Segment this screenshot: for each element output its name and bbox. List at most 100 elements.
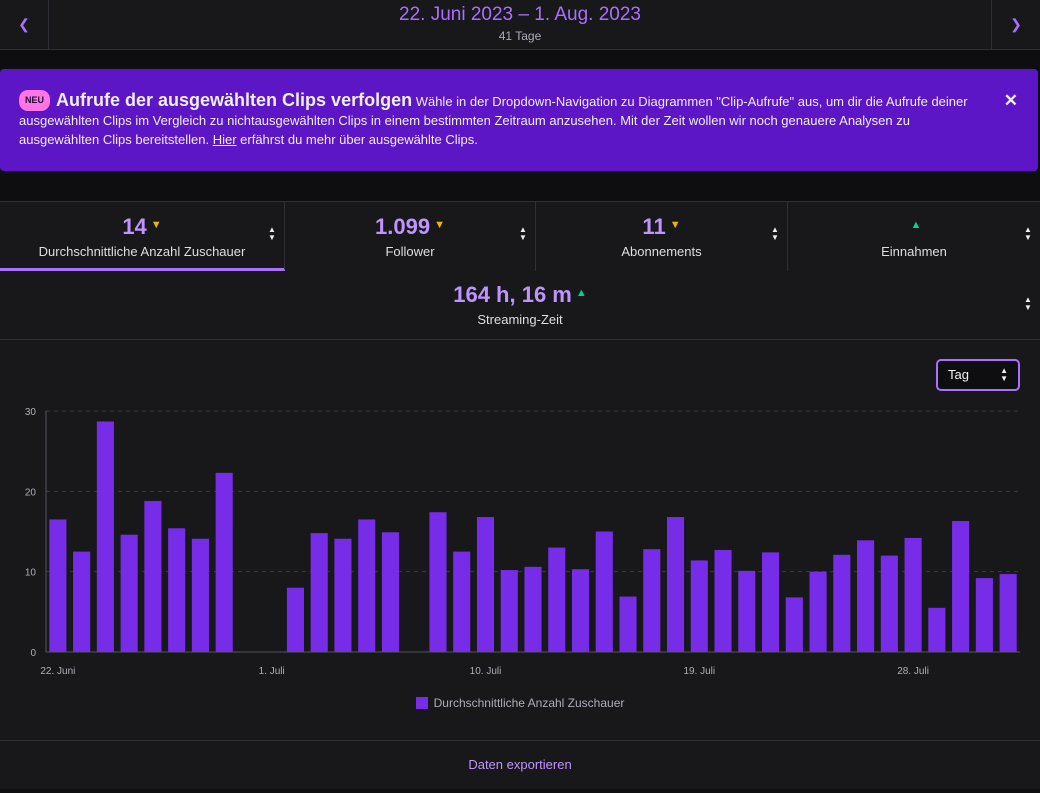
trend-down-icon: ▼ — [669, 219, 681, 231]
metric-tab-subscriptions[interactable]: 11 ▼ Abonnements ▲ ▼ — [536, 202, 788, 271]
metric-value: 1.099 — [375, 214, 431, 239]
metric-label: Durchschnittliche Anzahl Zuschauer — [38, 244, 246, 259]
close-icon: ✕ — [1003, 91, 1018, 110]
x-tick-label: 1. Juli — [259, 666, 285, 677]
x-tick-label: 19. Juli — [683, 666, 715, 677]
metric-value-wrapper: ▲ — [788, 214, 1040, 240]
sort-icon: ▲ ▼ — [519, 225, 527, 242]
chart-panel: 0 10 20 30 22. Juni 1. Juli 10. Juli 19. Juli 28… — [0, 340, 1040, 740]
bar — [358, 519, 376, 652]
bar — [619, 596, 637, 652]
metric-tab-followers[interactable]: 1.099 ▼ Follower ▲ ▼ — [285, 202, 536, 271]
bar — [762, 552, 780, 652]
x-tick-label: 28. Juli — [897, 666, 929, 677]
trend-up-icon: ▲ — [910, 219, 922, 231]
bar — [429, 512, 447, 652]
bar — [453, 551, 471, 652]
bar — [714, 549, 732, 652]
sort-icon: ▲ ▼ — [771, 225, 779, 242]
bar — [120, 534, 138, 652]
bar — [191, 538, 209, 652]
metric-tab-average-viewers[interactable]: 14 ▼ Durchschnittliche Anzahl Zuschauer ▲… — [0, 202, 285, 271]
banner-body-end: erfährst du mehr über ausgewählte Clips. — [240, 132, 478, 147]
bar — [975, 578, 993, 652]
bar — [690, 560, 708, 652]
metric-label: Streaming-Zeit — [477, 312, 563, 327]
bar — [548, 547, 566, 652]
chart-legend: Durchschnittliche Anzahl Zuschauer — [0, 696, 1040, 710]
banner-text: NEU Aufrufe der ausgewählten Clips verfol… — [19, 90, 979, 149]
trend-down-icon: ▼ — [434, 219, 445, 231]
interval-select[interactable]: Tag ▲ ▼ — [936, 359, 1020, 391]
metric-value: 14 — [122, 214, 147, 239]
legend-label: Durchschnittliche Anzahl Zuschauer — [433, 696, 625, 710]
sort-icon: ▲ ▼ — [1024, 295, 1032, 312]
info-banner: NEU Aufrufe der ausgewählten Clips verfol… — [0, 69, 1038, 171]
select-arrows-icon: ▲ ▼ — [1000, 366, 1008, 383]
bar — [476, 517, 495, 652]
bar — [96, 421, 114, 652]
bar — [904, 537, 922, 652]
bar — [928, 607, 946, 652]
metric-tab-streaming-time[interactable]: 164 h, 16 m ▲ Streaming-Zeit ▲ ▼ — [0, 271, 1040, 340]
trend-down-icon: ▼ — [150, 219, 162, 231]
metric-value-wrapper: 1.099 ▼ — [285, 214, 535, 240]
sort-icon: ▲ ▼ — [268, 225, 276, 242]
x-tick-label: 22. Juni — [40, 666, 75, 677]
bar — [643, 549, 661, 652]
next-period-button[interactable]: ❯ — [991, 0, 1040, 49]
previous-period-button[interactable]: ❮ — [0, 0, 49, 49]
metric-value-wrapper: 11 ▼ — [536, 214, 787, 240]
days-count: 41 Tage — [498, 29, 542, 43]
metric-label: Abonnements — [621, 244, 702, 259]
bar — [595, 531, 613, 652]
banner-body: Wähle in der Dropdown-Navigation zu Diag… — [19, 94, 968, 147]
close-banner-button[interactable]: ✕ — [1004, 91, 1018, 111]
bar — [666, 517, 685, 652]
bar — [500, 570, 518, 652]
bar — [857, 540, 875, 652]
metric-tab-revenue[interactable]: ▲ Einnahmen ▲ ▼ — [788, 202, 1040, 271]
bar — [286, 587, 304, 652]
bar — [144, 500, 162, 652]
bar — [310, 533, 328, 652]
new-badge: NEU — [19, 90, 51, 111]
metric-value: 11 — [642, 214, 666, 239]
bar — [880, 555, 898, 652]
chevron-left-icon: ❮ — [18, 16, 30, 32]
bar — [952, 521, 970, 652]
date-navigation-bar: ❮ 22. Juni 2023 – 1. Aug. 2023 41 Tage ❯ — [0, 0, 1040, 50]
learn-more-link[interactable]: Hier — [212, 132, 237, 147]
bar — [809, 571, 827, 652]
metric-tabs: 14 ▼ Durchschnittliche Anzahl Zuschauer ▲… — [0, 201, 1040, 272]
bar — [999, 574, 1017, 652]
metric-label: Einnahmen — [881, 244, 947, 259]
y-tick-label: 30 — [25, 407, 37, 418]
x-tick-label: 10. Juli — [470, 666, 502, 677]
export-data-button[interactable]: Daten exportieren — [468, 757, 572, 772]
bar — [571, 569, 590, 652]
trend-up-icon: ▲ — [575, 287, 587, 299]
bar — [334, 538, 352, 652]
bar — [524, 566, 542, 652]
date-range-title: 22. Juni 2023 – 1. Aug. 2023 — [399, 4, 641, 25]
metric-value-wrapper: 14 ▼ — [0, 214, 284, 240]
bar — [215, 472, 233, 652]
metric-value-wrapper: 164 h, 16 m ▲ — [0, 282, 1040, 308]
metric-label: Follower — [385, 244, 435, 259]
chevron-right-icon: ❯ — [1010, 16, 1022, 32]
y-tick-label: 20 — [25, 487, 37, 498]
bar — [738, 570, 756, 652]
bar — [49, 519, 67, 652]
sort-icon: ▲ ▼ — [1024, 225, 1032, 242]
bar — [73, 551, 91, 652]
bar — [168, 528, 186, 652]
bar — [381, 532, 400, 652]
bar-chart: 0 10 20 30 22. Juni 1. Juli 10. Juli 19. Juli 28… — [25, 407, 1020, 677]
y-tick-label: 10 — [25, 568, 37, 579]
footer: Daten exportieren — [0, 740, 1040, 789]
legend-swatch — [415, 697, 428, 709]
y-tick-label: 0 — [30, 648, 36, 659]
bar — [785, 597, 803, 652]
banner-title: Aufrufe der ausgewählten Clips verfolgen — [56, 90, 413, 110]
